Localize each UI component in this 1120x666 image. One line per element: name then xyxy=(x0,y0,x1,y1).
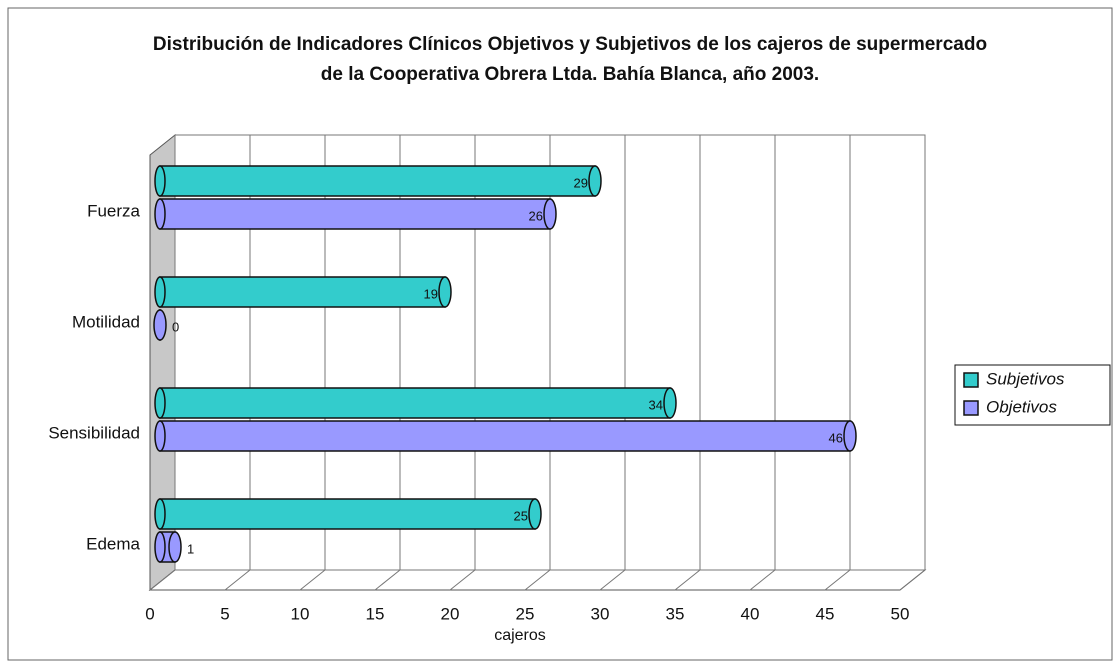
bar-cap xyxy=(528,498,542,530)
y-tick-label: Edema xyxy=(86,534,140,553)
bar-cap xyxy=(843,420,857,452)
x-tick-label: 10 xyxy=(291,604,310,623)
value-label: 25 xyxy=(514,508,528,523)
grid-line xyxy=(749,569,776,591)
legend-box xyxy=(954,364,1111,426)
y-tick-label: Motilidad xyxy=(72,312,140,331)
bar-cap xyxy=(154,420,166,452)
x-tick-label: 40 xyxy=(741,604,760,623)
bar xyxy=(159,498,536,530)
legend-swatch xyxy=(963,372,979,388)
x-tick-label: 0 xyxy=(145,604,154,623)
y-tick-label: Sensibilidad xyxy=(48,423,140,442)
grid-line xyxy=(524,569,551,591)
bar-cap xyxy=(154,498,166,530)
x-tick-label: 15 xyxy=(366,604,385,623)
grid-line xyxy=(674,569,701,591)
bar-cap xyxy=(154,165,166,197)
grid-line xyxy=(599,569,626,591)
grid-line xyxy=(899,569,926,591)
bar-cap xyxy=(438,276,452,308)
x-tick-label: 50 xyxy=(891,604,910,623)
x-tick-label: 35 xyxy=(666,604,685,623)
x-tick-label: 5 xyxy=(220,604,229,623)
grid-line xyxy=(224,569,251,591)
bar xyxy=(159,198,551,230)
legend-label: Objetivos xyxy=(986,397,1057,416)
bar-cap xyxy=(154,198,166,230)
chart-border xyxy=(7,7,1113,661)
bar-cap xyxy=(154,276,166,308)
grid-line xyxy=(374,569,401,591)
grid-line xyxy=(824,569,851,591)
bar-cap xyxy=(543,198,557,230)
value-label: 1 xyxy=(187,541,194,556)
value-label: 34 xyxy=(649,397,663,412)
bar-cap xyxy=(663,387,677,419)
bar xyxy=(159,387,671,419)
legend-swatch xyxy=(963,400,979,416)
value-label: 19 xyxy=(424,286,438,301)
bar-cap xyxy=(154,531,166,563)
legend-label: Subjetivos xyxy=(986,369,1065,388)
grid-line xyxy=(299,569,326,591)
bar-cap xyxy=(588,165,602,197)
x-tick-label: 45 xyxy=(816,604,835,623)
x-tick-label: 25 xyxy=(516,604,535,623)
value-label: 29 xyxy=(574,175,588,190)
x-tick-label: 20 xyxy=(441,604,460,623)
value-label: 26 xyxy=(529,208,543,223)
value-label: 0 xyxy=(172,319,179,334)
bar-cap xyxy=(153,309,167,341)
bar-cap xyxy=(168,531,182,563)
bar xyxy=(159,165,596,197)
x-tick-label: 30 xyxy=(591,604,610,623)
bar-cap xyxy=(154,387,166,419)
x-axis-label: cajeros xyxy=(494,627,546,644)
value-label: 46 xyxy=(829,430,843,445)
y-tick-label: Fuerza xyxy=(87,201,140,220)
bar xyxy=(159,420,851,452)
grid-line xyxy=(149,569,176,591)
grid-line xyxy=(449,569,476,591)
bar xyxy=(159,276,446,308)
chart-title: Distribución de Indicadores Clínicos Obj… xyxy=(152,34,988,85)
